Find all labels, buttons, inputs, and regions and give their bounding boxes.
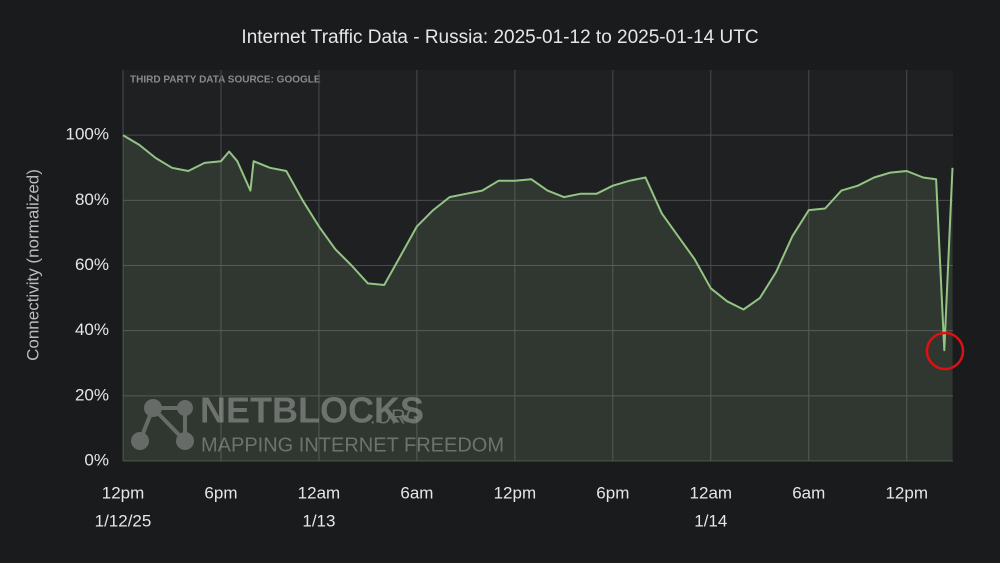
watermark-name: NETBLOCKS	[200, 390, 424, 431]
y-tick-label: 80%	[75, 190, 109, 209]
x-tick-label: 6pm	[204, 483, 237, 502]
y-tick-label: 0%	[84, 450, 109, 469]
x-tick-label: 6pm	[596, 483, 629, 502]
x-tick-label: 6am	[400, 483, 433, 502]
chart-title: Internet Traffic Data - Russia: 2025-01-…	[241, 27, 758, 48]
highlight-circle	[925, 331, 965, 371]
x-tick-label: 12am	[690, 483, 733, 502]
watermark-nodes	[131, 399, 194, 450]
source-note: THIRD PARTY DATA SOURCE: GOOGLE	[130, 75, 321, 86]
y-tick-label: 20%	[75, 385, 109, 404]
y-axis-label: Connectivity (normalized)	[23, 169, 42, 361]
x-tick-label: 12pm	[102, 483, 145, 502]
watermark-tagline: MAPPING INTERNET FREEDOM	[201, 434, 504, 456]
watermark: NETBLOCKS .ORG MAPPING INTERNET FREEDOM	[131, 390, 504, 456]
watermark-icon	[138, 406, 187, 443]
watermark-suffix: .ORG	[370, 406, 421, 428]
y-tick-label: 40%	[75, 320, 109, 339]
x-tick-label: 12pm	[494, 483, 537, 502]
area	[123, 135, 953, 461]
line	[122, 134, 954, 352]
y-tick-label: 100%	[66, 125, 109, 144]
x-date-label: 1/13	[302, 511, 335, 530]
x-tick-label: 12am	[298, 483, 341, 502]
x-tick-label: 6am	[792, 483, 825, 502]
x-date-label: 1/14	[694, 511, 727, 530]
x-tick-label: 12pm	[885, 483, 928, 502]
y-tick-label: 60%	[75, 255, 109, 274]
x-date-label: 1/12/25	[95, 511, 152, 530]
